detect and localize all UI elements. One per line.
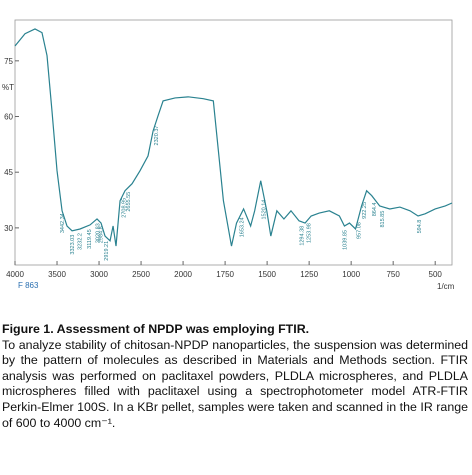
peak-label: 957.08 bbox=[356, 222, 362, 239]
x-tick-label: 2500 bbox=[132, 270, 150, 279]
x-tick-label: 750 bbox=[386, 270, 400, 279]
peak-label: 3020.83 bbox=[95, 223, 101, 243]
spectrum-line bbox=[14, 28, 453, 247]
peak-label: 1653.24 bbox=[239, 217, 245, 237]
peak-label: 594.8 bbox=[417, 220, 423, 234]
peak-label: 3232.2 bbox=[78, 233, 84, 250]
peak-label: 2320.37 bbox=[154, 126, 160, 146]
y-axis-label: %T bbox=[2, 83, 14, 92]
x-tick-label: 3000 bbox=[90, 270, 108, 279]
sample-label: F 863 bbox=[18, 281, 39, 290]
peak-label: 3119.45 bbox=[87, 229, 93, 248]
x-tick-label: 1750 bbox=[216, 270, 234, 279]
peak-label: 864.4 bbox=[372, 203, 378, 217]
caption-text: To analyze stability of chitosan-NPDP na… bbox=[2, 337, 468, 430]
x-tick-label: 1000 bbox=[342, 270, 360, 279]
x-tick-label: 4000 bbox=[6, 270, 24, 279]
x-tick-label: 1500 bbox=[258, 270, 276, 279]
peak-label: 2655.55 bbox=[126, 192, 132, 212]
y-tick-label: 45 bbox=[4, 168, 13, 177]
y-tick-label: 75 bbox=[4, 57, 13, 66]
caption-title: Figure 1. Assessment of NPDP was employi… bbox=[2, 322, 310, 336]
x-axis-label: 1/cm bbox=[437, 282, 455, 291]
x-tick-label: 500 bbox=[429, 270, 443, 279]
x-tick-label: 1250 bbox=[300, 270, 318, 279]
plot-frame bbox=[14, 19, 453, 266]
peak-label: 3442.34 bbox=[60, 213, 66, 233]
peak-label: 2919.21 bbox=[104, 241, 110, 261]
caption: Figure 1. Assessment of NPDP was employi… bbox=[2, 322, 468, 431]
peak-label: 3323.03 bbox=[70, 235, 76, 255]
peak-label: 1520.14 bbox=[262, 200, 268, 220]
peak-label: 1039.85 bbox=[342, 230, 348, 250]
peak-label: 1294.38 bbox=[300, 226, 306, 246]
chart: %T 1/cm F 863 30 45 60 75 4000 3500 3000 2500 20… bbox=[2, 19, 455, 291]
peak-label: 1253.98 bbox=[306, 223, 312, 243]
peak-label: 815.85 bbox=[380, 211, 386, 228]
x-tick-label: 2000 bbox=[174, 270, 192, 279]
x-tick-label: 3500 bbox=[48, 270, 66, 279]
peak-label: 922.25 bbox=[362, 202, 368, 219]
peak-label: 2708.95 bbox=[121, 198, 127, 218]
y-tick-label: 60 bbox=[4, 113, 13, 122]
peak-label: 2984.8 bbox=[98, 226, 104, 243]
y-tick-label: 30 bbox=[4, 224, 13, 233]
